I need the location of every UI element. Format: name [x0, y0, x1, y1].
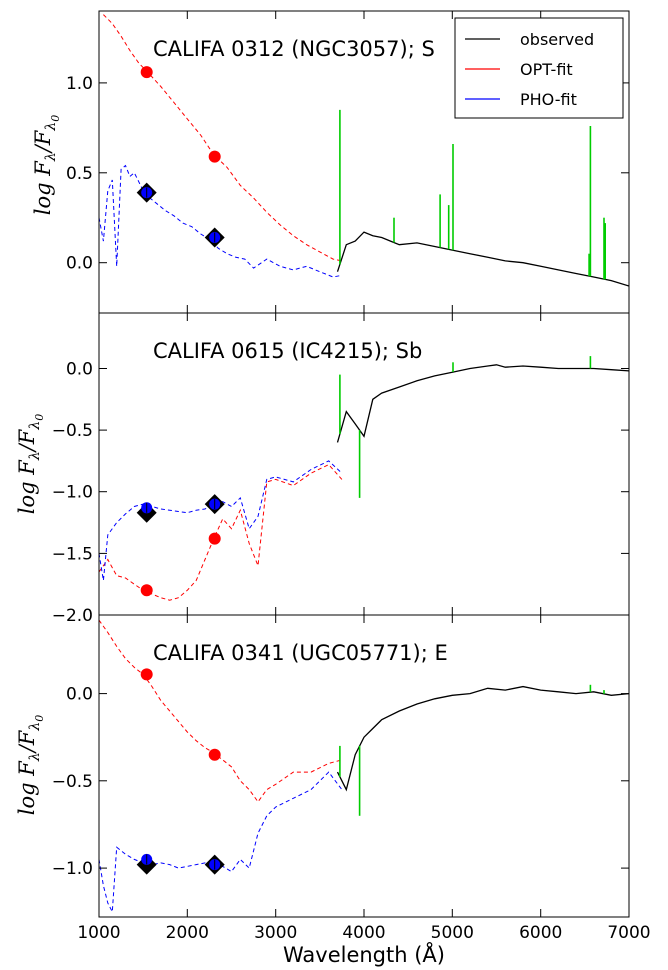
panel-middle-ytick-label-0: −2.0: [52, 606, 93, 626]
xtick-label-0: 1000: [77, 923, 120, 943]
xtick-label-6: 7000: [607, 923, 650, 943]
panel-middle-pho-fit-curve: [99, 460, 343, 581]
panel-top-markers: [136, 66, 225, 248]
panel-bottom-opt-fit-curve: [99, 619, 343, 803]
panel-top-title: CALIFA 0312 (NGC3057); S: [153, 37, 435, 61]
x-axis-ticks: 1000 2000 3000 4000 5000 6000 7000: [77, 615, 651, 943]
panel-bottom-y-label: log Fλ/Fλ0: [15, 715, 46, 815]
panel-bottom-series: [99, 619, 629, 914]
panel-middle-y-ticks: −2.0 −1.5 −1.0 −0.5 0.0: [52, 313, 630, 626]
panel-middle-ytick-label-4: 0.0: [66, 360, 93, 380]
panel-top-ytick-label-0: 0.0: [66, 254, 93, 274]
xtick-label-4: 5000: [431, 923, 474, 943]
x-axis-label: Wavelength (Å): [283, 941, 445, 967]
panel-bottom-pho-fit-curve: [99, 771, 343, 914]
panel-middle-opt-fit-curve: [99, 463, 343, 601]
panel-bottom-ytick-label-1: −0.5: [52, 772, 93, 792]
legend-label-observed: observed: [520, 30, 594, 49]
panel-bottom-markers: [136, 668, 225, 875]
panel-middle-ytick-label-2: −1.0: [52, 483, 93, 503]
panel-top-series: [99, 14, 629, 287]
panel-middle-ytick-label-3: −0.5: [52, 421, 93, 441]
panel-bottom-ytick-label-0: −1.0: [52, 859, 93, 879]
legend: observed OPT-fit PHO-fit: [454, 17, 624, 119]
xtick-label-5: 6000: [519, 923, 562, 943]
panel-top-ytick-label-2: 1.0: [66, 74, 93, 94]
panel-bottom-ytick-label-2: 0.0: [66, 685, 93, 705]
panel-middle-opt-point-0: [140, 584, 153, 597]
legend-box: [454, 17, 624, 119]
panel-middle-series: [99, 356, 629, 601]
legend-label-opt-fit: OPT-fit: [520, 60, 573, 79]
xtick-label-1: 2000: [166, 923, 209, 943]
panel-bottom-title: CALIFA 0341 (UGC05771); E: [153, 641, 448, 665]
panel-bottom-opt-point-1: [208, 748, 221, 761]
panel-middle-opt-point-1: [208, 532, 221, 545]
panel-bottom-observed-curve: [336, 685, 629, 792]
panel-top-y-label: log Fλ/Fλ0: [31, 115, 62, 215]
xtick-label-3: 4000: [342, 923, 385, 943]
panel-middle-y-label: log Fλ/Fλ0: [15, 414, 46, 514]
panel-top-observed-curve: [336, 231, 629, 287]
panel-top-opt-point-1: [208, 150, 221, 163]
xtick-label-2: 3000: [254, 923, 297, 943]
legend-label-pho-fit: PHO-fit: [520, 90, 577, 109]
panel-top: CALIFA 0312 (NGC3057); S 0.0 0.5 1.0 log F…: [31, 10, 630, 314]
panel-top-pho-fit-curve: [99, 164, 342, 278]
panel-bottom-y-ticks: −1.0 −0.5 0.0: [52, 685, 629, 879]
panel-middle: CALIFA 0615 (IC4215); Sb −2.0 −1.5 −1.0 −0.…: [15, 312, 630, 626]
panel-middle-title: CALIFA 0615 (IC4215); Sb: [153, 339, 422, 363]
panel-bottom: CALIFA 0341 (UGC05771); E −1.0 −0.5 0.0 lo…: [15, 614, 630, 918]
panel-bottom-opt-point-0: [140, 668, 153, 681]
panel-top-opt-point-0: [140, 66, 153, 79]
panel-middle-markers: [136, 494, 225, 597]
panel-top-ytick-label-1: 0.5: [66, 164, 93, 184]
panel-middle-ytick-label-1: −1.5: [52, 544, 93, 564]
panel-middle-observed-curve: [336, 364, 629, 443]
